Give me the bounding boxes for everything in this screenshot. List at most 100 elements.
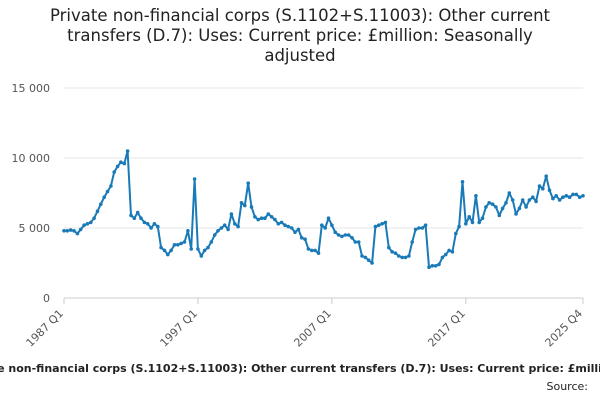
data-point	[179, 241, 183, 246]
data-point	[330, 223, 334, 227]
data-point	[457, 224, 461, 229]
data-point	[159, 245, 163, 250]
data-point	[129, 213, 133, 218]
data-point	[460, 180, 465, 184]
data-point	[72, 229, 76, 233]
data-point	[420, 226, 425, 230]
data-point	[437, 262, 441, 267]
data-point	[166, 252, 170, 257]
y-tick-label: 10 000	[12, 152, 51, 165]
chart-caption-wrapper: Private non-financial corps (S.1102+S.11…	[0, 362, 600, 375]
data-point	[89, 220, 93, 225]
data-point	[105, 189, 110, 194]
data-point	[269, 215, 274, 219]
data-series	[62, 149, 585, 270]
x-tick-label: 2007 Q1	[291, 307, 334, 350]
data-point	[249, 205, 254, 209]
data-point	[413, 227, 418, 232]
data-point	[504, 201, 508, 205]
data-point	[427, 265, 431, 270]
data-point	[145, 222, 150, 226]
data-point	[487, 201, 492, 205]
data-point	[139, 216, 143, 220]
data-point	[567, 195, 572, 199]
data-point	[313, 248, 317, 253]
data-point	[581, 194, 585, 198]
x-tick-label: 1987 Q1	[24, 307, 67, 350]
data-point	[443, 252, 448, 257]
data-point	[296, 227, 301, 232]
data-point	[564, 194, 569, 198]
data-point	[102, 195, 106, 199]
data-point	[286, 224, 291, 229]
data-point	[119, 160, 123, 164]
x-tick-label: 1997 Q1	[158, 307, 201, 350]
data-point	[474, 194, 478, 198]
data-point	[112, 170, 116, 174]
data-point	[571, 192, 575, 197]
data-point	[212, 233, 217, 237]
data-point	[92, 216, 96, 220]
data-point	[202, 248, 207, 253]
data-point	[199, 254, 204, 258]
data-point	[360, 254, 364, 258]
data-point	[233, 222, 237, 226]
data-point	[547, 188, 552, 192]
x-tick-label: 2025 Q4	[543, 307, 586, 350]
data-point	[176, 243, 180, 247]
data-point	[561, 195, 565, 199]
data-point	[370, 261, 374, 265]
data-point	[524, 205, 528, 209]
data-point	[544, 174, 548, 178]
data-point	[531, 195, 535, 199]
x-axis: 1987 Q1 1997 Q1 2007 Q1 2017 Q1 2025 Q4	[24, 297, 586, 350]
data-point	[273, 217, 277, 222]
chart-title: Private non-financial corps (S.1102+S.11…	[0, 6, 600, 66]
data-point	[397, 254, 401, 258]
data-point	[510, 198, 515, 202]
data-point	[82, 223, 86, 227]
data-point	[447, 248, 451, 253]
data-point	[189, 247, 193, 251]
y-tick-label: 0	[43, 292, 50, 305]
data-point	[109, 184, 113, 188]
data-point	[326, 216, 331, 220]
data-point	[259, 216, 264, 220]
data-point	[380, 222, 384, 226]
data-point	[557, 198, 562, 202]
data-point	[497, 213, 502, 218]
data-point	[484, 205, 488, 209]
data-point	[440, 255, 445, 260]
data-point	[320, 223, 324, 227]
data-point	[299, 236, 304, 240]
data-point	[316, 251, 321, 255]
data-point	[350, 236, 354, 240]
data-point	[507, 191, 512, 195]
data-point	[162, 248, 167, 253]
data-point	[363, 255, 368, 260]
data-point	[353, 240, 358, 244]
data-point	[246, 181, 250, 185]
data-point	[289, 226, 294, 230]
data-point	[387, 245, 391, 250]
data-point	[366, 258, 371, 263]
data-point	[410, 240, 415, 244]
data-point	[152, 222, 157, 226]
data-point	[554, 194, 558, 198]
data-point	[253, 215, 257, 219]
data-point	[306, 247, 311, 251]
data-point	[433, 264, 438, 268]
data-point	[423, 223, 428, 227]
chart-caption: Private non-financial corps (S.1102+S.11…	[0, 362, 600, 375]
data-point	[454, 231, 458, 236]
data-point	[390, 250, 394, 254]
data-point	[209, 240, 214, 244]
data-point	[527, 198, 532, 202]
data-point	[346, 233, 351, 237]
source-label: Source:	[546, 380, 589, 393]
data-point	[239, 201, 244, 205]
data-point	[256, 217, 261, 222]
data-point	[156, 224, 160, 229]
data-point	[206, 245, 210, 250]
